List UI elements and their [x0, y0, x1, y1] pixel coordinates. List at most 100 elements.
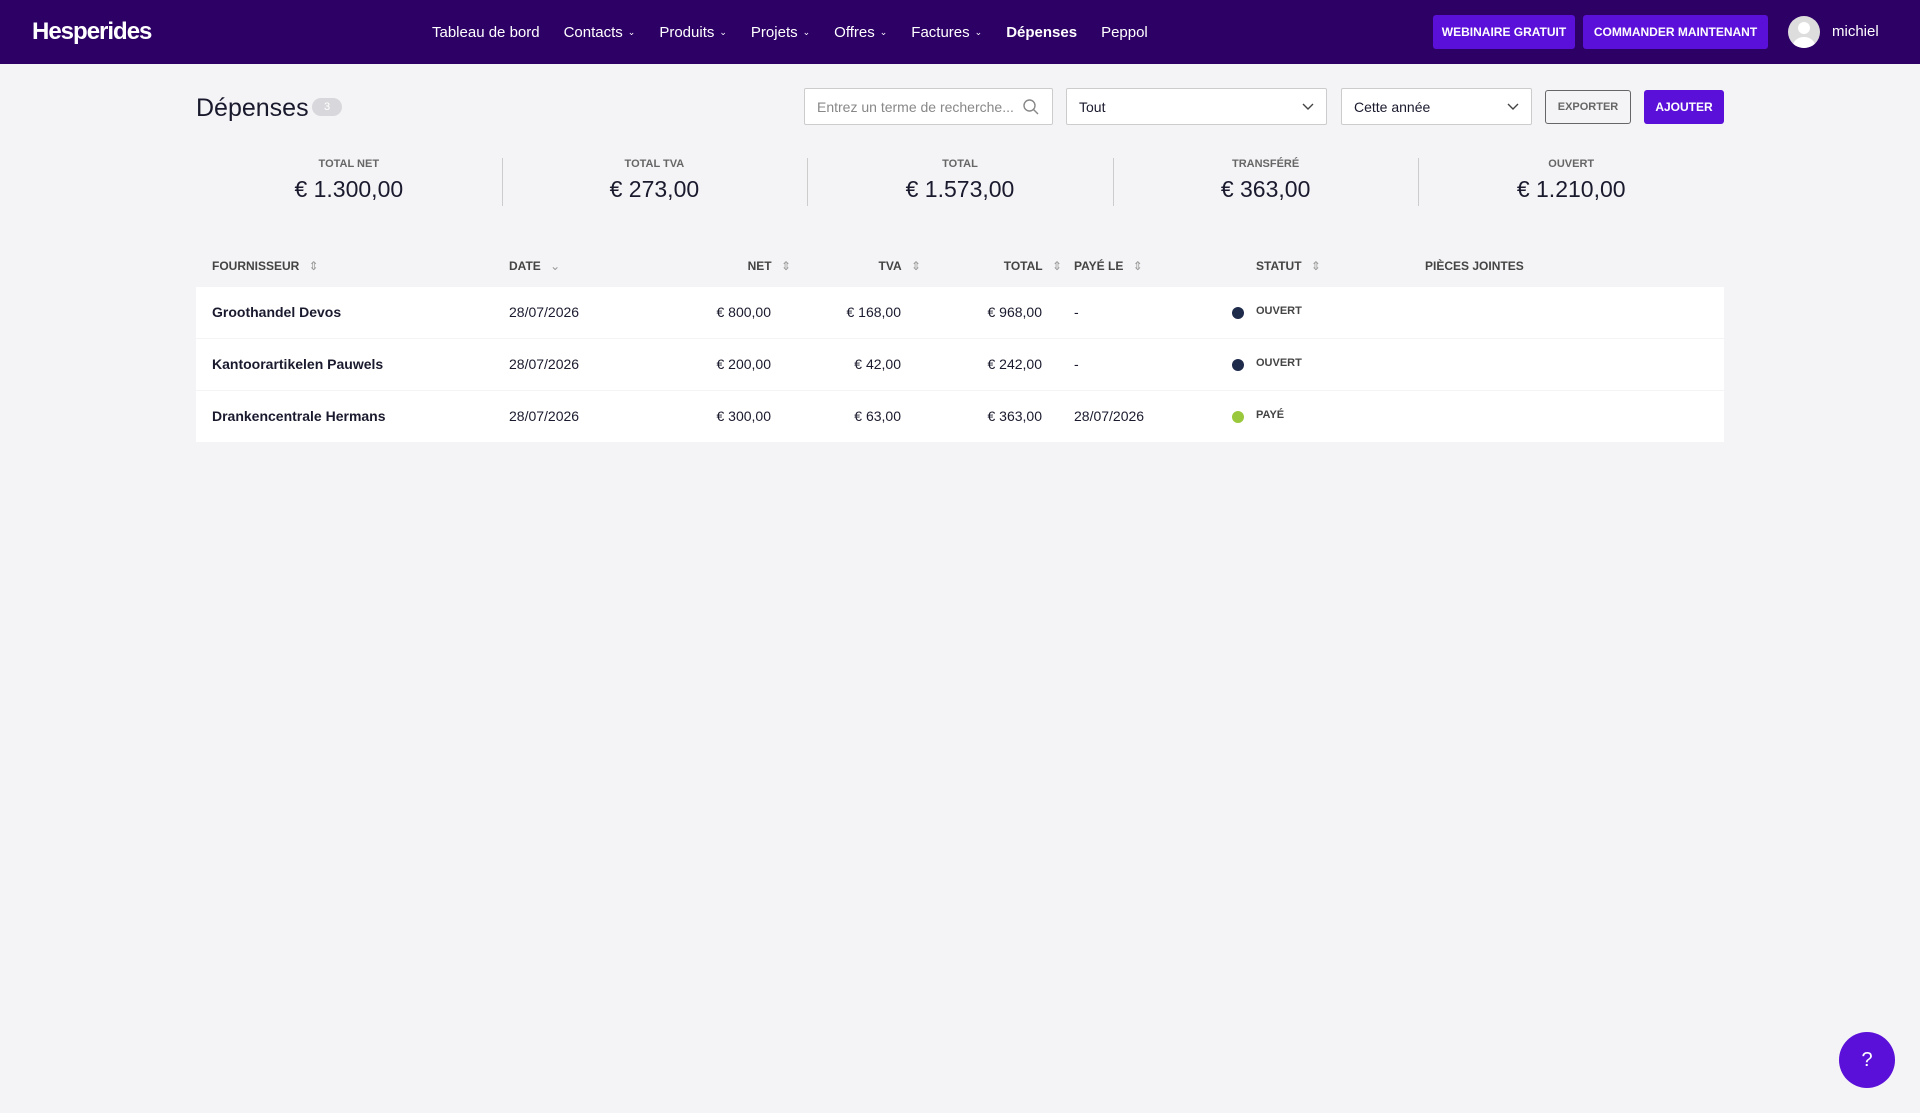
- status-label: OUVERT: [1256, 357, 1302, 369]
- summary-label: OUVERT: [1548, 158, 1595, 170]
- avatar[interactable]: [1788, 16, 1820, 48]
- sort-icon: ⇕: [1307, 259, 1321, 273]
- period-select[interactable]: Cette année: [1341, 88, 1532, 125]
- user-name[interactable]: michiel: [1832, 23, 1879, 40]
- summary-value: € 1.573,00: [905, 176, 1015, 202]
- summary-value: € 1.300,00: [294, 176, 404, 202]
- chevron: ⌄: [802, 26, 811, 37]
- column-header[interactable]: TOTAL ⇕: [1004, 259, 1062, 273]
- navbar: Hesperides Tableau de bord Contacts ⌄ Produ…: [0, 0, 1920, 64]
- sort-icon: ⇕: [305, 259, 319, 273]
- header-label: FOURNISSEUR: [212, 259, 300, 273]
- nav-label: Tableau de bord: [432, 23, 540, 41]
- menu: Tableau de bord Contacts ⌄ Produits ⌄ Projets…: [432, 0, 1148, 64]
- column-header[interactable]: DATE ⌄: [509, 259, 560, 273]
- column-header[interactable]: FOURNISSEUR ⇕: [212, 259, 319, 273]
- nav-label: Produits: [659, 23, 715, 41]
- search-icon: [1023, 98, 1039, 114]
- summary-card: TOTAL € 1.573,00: [807, 158, 1113, 206]
- table-row[interactable]: Drankencentrale Hermans 28/07/2026 € 300,0…: [196, 391, 1724, 442]
- summary-label: TOTAL: [942, 158, 978, 170]
- chevron: ⌄: [719, 26, 727, 37]
- nav-item[interactable]: Peppol: [1101, 24, 1148, 41]
- cell: 28/07/2026: [509, 408, 580, 424]
- column-header[interactable]: STATUT ⇕: [1256, 259, 1321, 273]
- chevron: ⌄: [879, 26, 888, 37]
- divider: [1418, 158, 1420, 206]
- nav-item[interactable]: Projets ⌄: [751, 24, 810, 41]
- nav-item[interactable]: Tableau de bord: [432, 24, 540, 41]
- status-dot: [1232, 411, 1244, 423]
- nav-item[interactable]: Offres ⌄: [834, 24, 887, 41]
- brand[interactable]: Hesperides: [32, 18, 152, 45]
- header-label: STATUT: [1256, 259, 1302, 273]
- cell: 28/07/2026: [1074, 408, 1145, 424]
- summary-value: € 1.210,00: [1516, 176, 1626, 202]
- table-row[interactable]: Groothandel Devos 28/07/2026 € 800,00 € 168…: [196, 287, 1724, 338]
- status-dot: [1232, 359, 1244, 371]
- chevron: [1302, 103, 1314, 110]
- status-label: PAYÉ: [1256, 409, 1285, 421]
- cell: € 363,00: [987, 408, 1043, 424]
- nav-label: Contacts: [563, 23, 623, 41]
- divider: [1112, 158, 1114, 206]
- column-header: PIÈCES JOINTES: [1425, 259, 1524, 273]
- count-badge: 3: [312, 98, 342, 116]
- filter-value: Tout: [1079, 98, 1106, 115]
- nav-item[interactable]: Factures ⌄: [911, 24, 982, 41]
- chevron: ⌄: [627, 26, 636, 37]
- cell: Kantoorartikelen Pauwels: [212, 356, 384, 372]
- column-header[interactable]: PAYÉ LE ⇕: [1074, 259, 1143, 273]
- cell: 28/07/2026: [509, 356, 580, 372]
- cell: Drankencentrale Hermans: [212, 408, 386, 424]
- nav-label: Offres: [834, 23, 875, 41]
- summary-card: TOTAL NET € 1.300,00: [196, 158, 502, 206]
- sort-icon: ⇕: [1048, 259, 1062, 273]
- cell: € 63,00: [854, 408, 901, 424]
- search-box[interactable]: Entrez un terme de recherche...: [804, 88, 1053, 125]
- nav-item[interactable]: Contacts ⌄: [564, 24, 636, 41]
- status-label: OUVERT: [1256, 305, 1302, 317]
- search-placeholder: Entrez un terme de recherche...: [817, 98, 1014, 115]
- filter-select[interactable]: Tout: [1066, 88, 1327, 125]
- header-label: TOTAL: [1003, 259, 1043, 273]
- header-label: PAYÉ LE: [1074, 259, 1124, 273]
- summary-card: TOTAL TVA € 273,00: [502, 158, 808, 206]
- sort-icon: ⌄: [546, 259, 561, 273]
- summary-value: € 273,00: [609, 176, 700, 202]
- cell: Groothandel Devos: [212, 304, 342, 320]
- cell: € 968,00: [987, 304, 1043, 320]
- cell: € 800,00: [716, 304, 772, 320]
- table-row[interactable]: Kantoorartikelen Pauwels 28/07/2026 € 200,…: [196, 339, 1724, 390]
- summary-label: TOTAL TVA: [624, 158, 685, 170]
- summary-card: TRANSFÉRÉ € 363,00: [1113, 158, 1419, 206]
- column-header[interactable]: TVA ⇕: [879, 259, 922, 273]
- nav-item[interactable]: Produits ⌄: [659, 24, 727, 41]
- summary-label: TRANSFÉRÉ: [1231, 158, 1300, 170]
- nav-label: Dépenses: [1006, 23, 1078, 41]
- header-label: TVA: [878, 259, 902, 273]
- period-value: Cette année: [1354, 98, 1431, 115]
- order-button[interactable]: COMMANDER MAINTENANT: [1583, 15, 1768, 49]
- header-label: DATE: [509, 259, 541, 273]
- summary-label: TOTAL NET: [318, 158, 380, 170]
- column-header[interactable]: NET ⇕: [748, 259, 791, 273]
- cell: € 242,00: [987, 356, 1043, 372]
- page-title: Dépenses: [196, 94, 309, 122]
- divider: [501, 158, 503, 206]
- nav-item[interactable]: Dépenses: [1006, 24, 1077, 41]
- add-button[interactable]: AJOUTER: [1644, 90, 1724, 124]
- sort-icon: ⇕: [1129, 259, 1143, 273]
- cell: -: [1074, 356, 1079, 372]
- nav-label: Peppol: [1101, 23, 1148, 41]
- summary-card: OUVERT € 1.210,00: [1418, 158, 1724, 206]
- help-button[interactable]: ?: [1839, 1032, 1895, 1088]
- cell: € 200,00: [716, 356, 772, 372]
- avatar-icon: [1793, 22, 1815, 48]
- cell: € 168,00: [846, 304, 902, 320]
- chevron: [1507, 103, 1519, 110]
- webinar-button[interactable]: WEBINAIRE GRATUIT: [1433, 15, 1575, 49]
- export-button[interactable]: EXPORTER: [1545, 90, 1631, 124]
- nav-label: Projets: [750, 23, 798, 41]
